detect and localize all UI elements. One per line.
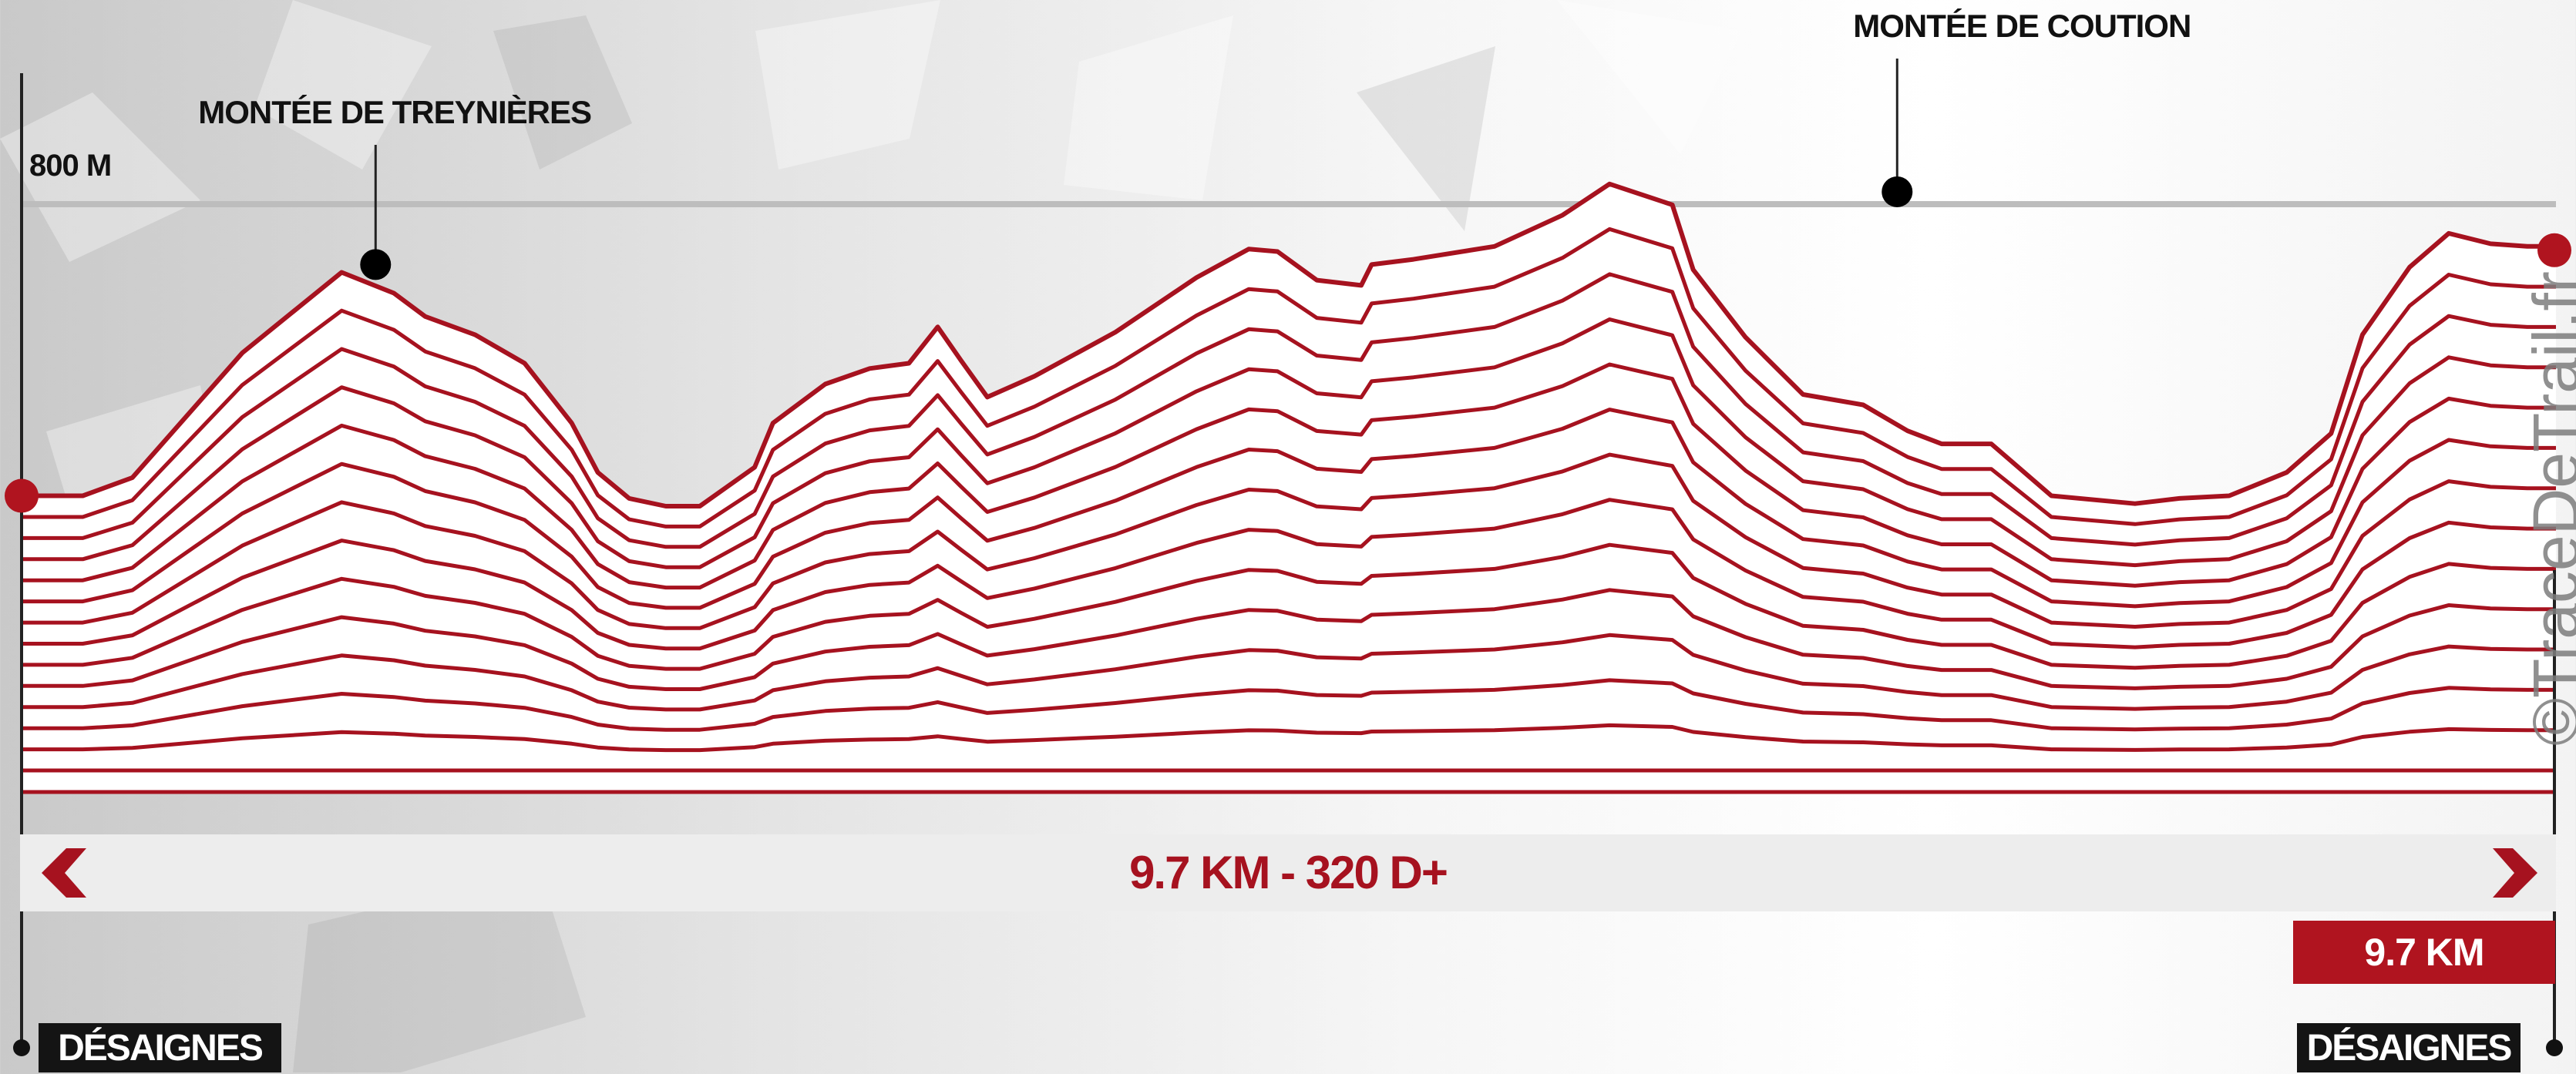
- distance-title: 9.7 KM - 320 D+: [1129, 847, 1448, 898]
- profile-line: [20, 181, 2556, 508]
- profile-line: [20, 452, 2556, 630]
- end-bottom-dot: [2546, 1039, 2563, 1056]
- chevron-left-icon: [42, 848, 86, 898]
- start-bottom-dot: [13, 1039, 30, 1056]
- next-button[interactable]: [2487, 848, 2541, 898]
- annotation-label: MONTÉE DE TREYNIÈRES: [198, 94, 591, 130]
- profile-line: [20, 498, 2556, 651]
- profile-area: [20, 183, 2556, 793]
- profile-line: [20, 408, 2556, 610]
- profile-layers: [20, 181, 2556, 794]
- chevron-right-icon: [2493, 848, 2537, 898]
- profile-line: [20, 227, 2556, 529]
- distance-bar: 9.7 KM - 320 D+: [20, 834, 2556, 911]
- start-point-label: DÉSAIGNES: [39, 1023, 281, 1072]
- end-point-label: DÉSAIGNES: [2297, 1023, 2521, 1072]
- profile-line: [20, 272, 2556, 549]
- profile-line: [20, 723, 2556, 753]
- profile-line: [20, 588, 2556, 691]
- profile-line: [20, 542, 2556, 671]
- profile-line: [20, 362, 2556, 590]
- annotation-marker: [360, 249, 392, 280]
- profile-line: [20, 633, 2556, 712]
- y-tick-label: 800 M: [29, 149, 111, 183]
- start-marker: [5, 478, 39, 513]
- watermark: ©TraceDeTrail.fr: [2520, 271, 2576, 746]
- annotation-marker: [1882, 176, 1913, 207]
- end-marker: [2537, 233, 2571, 267]
- prev-button[interactable]: [39, 848, 92, 898]
- distance-km-badge: 9.7 KM: [2293, 921, 2555, 984]
- profile-line: [20, 317, 2556, 569]
- profile-line: [20, 678, 2556, 732]
- annotation-label: MONTÉE DE COUTION: [1853, 8, 2191, 44]
